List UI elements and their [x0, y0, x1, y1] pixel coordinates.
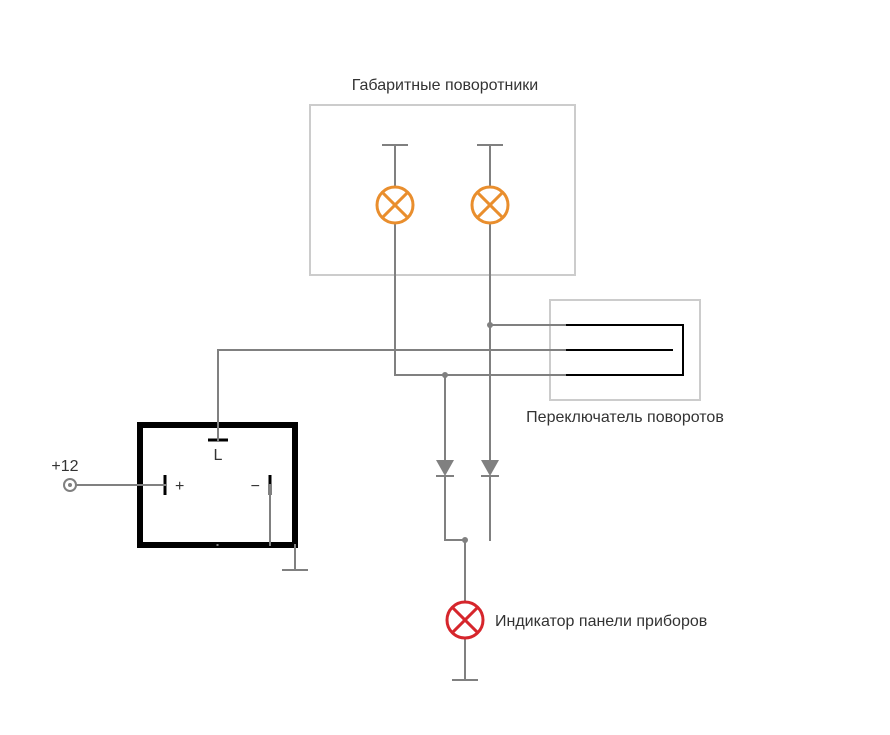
turn-switch-label: Переключатель поворотов [526, 409, 724, 426]
relay-pin-minus-label: − [251, 478, 260, 495]
parking-lamp-right-icon [472, 187, 508, 223]
parking-lamp-left-icon [377, 187, 413, 223]
dashboard-indicator-lamp-icon [447, 602, 483, 638]
parking-lamp-box [310, 105, 575, 275]
indicator-label: Индикатор панели приборов [495, 613, 707, 630]
relay-pin-l-label: L [214, 447, 223, 464]
relay-pin-plus-label: + [175, 478, 184, 495]
parking-lamps-label: Габаритные поворотники [352, 77, 538, 94]
vplus-label: +12 [51, 458, 78, 475]
